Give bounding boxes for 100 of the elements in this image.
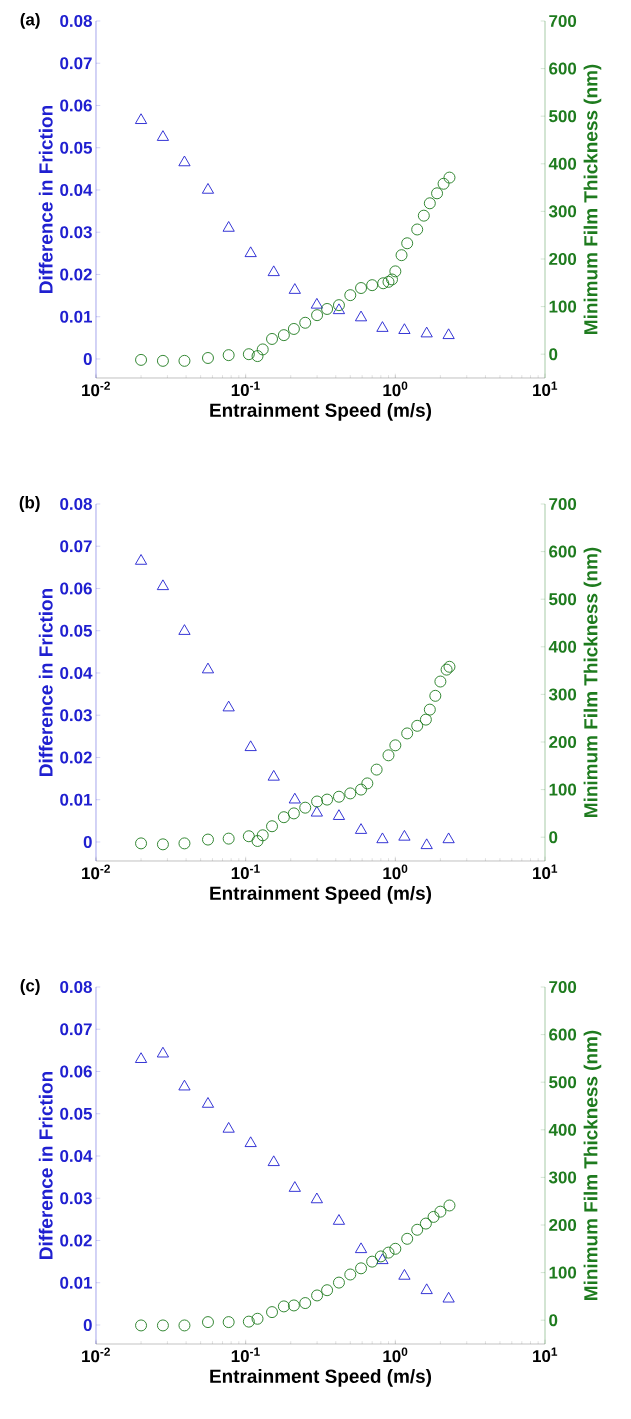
point bbox=[222, 700, 235, 712]
x-tick-label: 10$^{-2}$ bbox=[82, 1347, 110, 1363]
x-tick-label: 10$^{1}$ bbox=[533, 1347, 558, 1363]
point bbox=[332, 303, 346, 315]
point bbox=[420, 326, 433, 338]
point bbox=[267, 769, 280, 781]
y2-axis-title: Minimum Film Thickness (nm) bbox=[583, 547, 602, 817]
point bbox=[244, 1136, 257, 1148]
y-tick-label: 0.03 bbox=[60, 709, 92, 722]
chart-title: (b) bbox=[19, 496, 40, 512]
x-axis-title: Entrainment Speed (m/s) bbox=[210, 886, 432, 904]
y-tick-label: 0.08 bbox=[60, 980, 92, 993]
x-tick-label: 10$^{-2}$ bbox=[82, 381, 110, 397]
point bbox=[201, 183, 215, 194]
y-tick-label: 0.01 bbox=[60, 1276, 93, 1289]
y-tick-label: 0.06 bbox=[60, 582, 92, 595]
x-axis-title: Entrainment Speed (m/s) bbox=[210, 403, 432, 421]
y-tick-label: 0.01 bbox=[60, 793, 93, 806]
y2-tick-label: 600 bbox=[549, 545, 577, 558]
y-tick-label: 0.06 bbox=[60, 99, 92, 112]
y2-tick-label: 400 bbox=[548, 640, 577, 653]
y-tick-label: 0.08 bbox=[60, 497, 92, 510]
point bbox=[420, 838, 433, 850]
point bbox=[201, 662, 215, 674]
y2-tick-label: 300 bbox=[548, 1171, 577, 1184]
y2-tick-label: 500 bbox=[549, 593, 577, 606]
y-tick-label: 0.03 bbox=[60, 226, 92, 239]
point bbox=[178, 624, 191, 635]
y2-tick-label: 400 bbox=[548, 157, 577, 170]
x-tick-label: 10$^{1}$ bbox=[533, 381, 558, 397]
point bbox=[156, 579, 169, 591]
y2-tick-label: 500 bbox=[549, 1076, 577, 1089]
y2-tick-label: 300 bbox=[548, 688, 577, 701]
point bbox=[310, 1192, 323, 1204]
point bbox=[354, 823, 368, 834]
point bbox=[134, 113, 148, 124]
y2-tick-label: 100 bbox=[549, 783, 577, 796]
y-tick-label: 0.05 bbox=[60, 1107, 93, 1120]
y2-tick-label: 100 bbox=[549, 300, 577, 313]
y2-tick-label: 100 bbox=[549, 1266, 577, 1279]
point bbox=[398, 323, 411, 334]
y2-tick-label: 600 bbox=[549, 1028, 577, 1041]
y-tick-label: 0.07 bbox=[60, 540, 92, 553]
y2-tick-label: 400 bbox=[548, 1123, 577, 1136]
y-tick-label: 0.04 bbox=[60, 1149, 93, 1162]
y2-tick-label: 200 bbox=[549, 735, 577, 748]
point bbox=[134, 1052, 148, 1063]
y2-tick-label: 200 bbox=[549, 252, 577, 265]
point bbox=[332, 809, 346, 820]
x-axis-title: Entrainment Speed (m/s) bbox=[210, 1369, 432, 1387]
y-tick-label: 0.02 bbox=[60, 1234, 92, 1247]
point bbox=[332, 1214, 346, 1225]
point bbox=[354, 1242, 368, 1254]
y2-tick-label: 200 bbox=[549, 1219, 577, 1231]
x-tick-label: 10$^{1}$ bbox=[533, 864, 558, 880]
point bbox=[222, 1122, 235, 1133]
point bbox=[420, 1283, 433, 1295]
y2-tick-label: 700 bbox=[549, 497, 577, 510]
point bbox=[376, 321, 389, 332]
point bbox=[288, 283, 301, 294]
point bbox=[156, 130, 169, 141]
y-tick-label: 0.07 bbox=[60, 1023, 92, 1036]
y-tick-label: 0.01 bbox=[60, 310, 93, 323]
y-axis-title: Difference in Friction bbox=[38, 106, 53, 293]
y2-tick-label: 300 bbox=[548, 205, 577, 218]
y2-tick-label: 700 bbox=[549, 981, 577, 993]
y-tick-label: 0 bbox=[83, 835, 92, 848]
y2-tick-label: 0 bbox=[549, 348, 558, 361]
point bbox=[267, 1155, 280, 1167]
x-tick-label: 10$^{-2}$ bbox=[82, 864, 110, 880]
y-tick-label: 0 bbox=[83, 1318, 92, 1331]
point bbox=[222, 221, 235, 232]
point bbox=[442, 832, 455, 844]
point bbox=[267, 265, 280, 277]
x-tick-label: 10$^{-1}$ bbox=[231, 1347, 260, 1363]
point bbox=[442, 1291, 455, 1303]
y-tick-label: 0.07 bbox=[60, 57, 92, 70]
y2-tick-label: 700 bbox=[549, 14, 577, 27]
x-tick-label: 10$^{0}$ bbox=[383, 864, 408, 880]
y-axis-title: Difference in Friction bbox=[38, 589, 53, 776]
x-tick-label: 10$^{0}$ bbox=[383, 1347, 408, 1363]
point bbox=[310, 297, 323, 309]
point bbox=[354, 310, 368, 322]
y2-axis-title: Minimum Film Thickness (nm) bbox=[583, 1030, 602, 1300]
y2-tick-label: 600 bbox=[549, 62, 577, 75]
y-tick-label: 0.08 bbox=[60, 14, 92, 27]
chart-title: (a) bbox=[20, 13, 40, 29]
y-tick-label: 0 bbox=[83, 352, 92, 365]
point bbox=[310, 805, 323, 817]
point bbox=[398, 1269, 411, 1280]
y-tick-label: 0.05 bbox=[60, 624, 93, 637]
x-tick-label: 10$^{-1}$ bbox=[231, 864, 260, 880]
point bbox=[398, 829, 411, 841]
y-tick-label: 0.05 bbox=[60, 141, 93, 154]
y-axis-title: Difference in Friction bbox=[38, 1072, 53, 1259]
y-tick-label: 0.02 bbox=[60, 268, 92, 281]
point bbox=[178, 1079, 191, 1091]
point bbox=[156, 1046, 169, 1058]
y-tick-label: 0.06 bbox=[60, 1065, 92, 1078]
y-tick-label: 0.04 bbox=[60, 183, 93, 196]
